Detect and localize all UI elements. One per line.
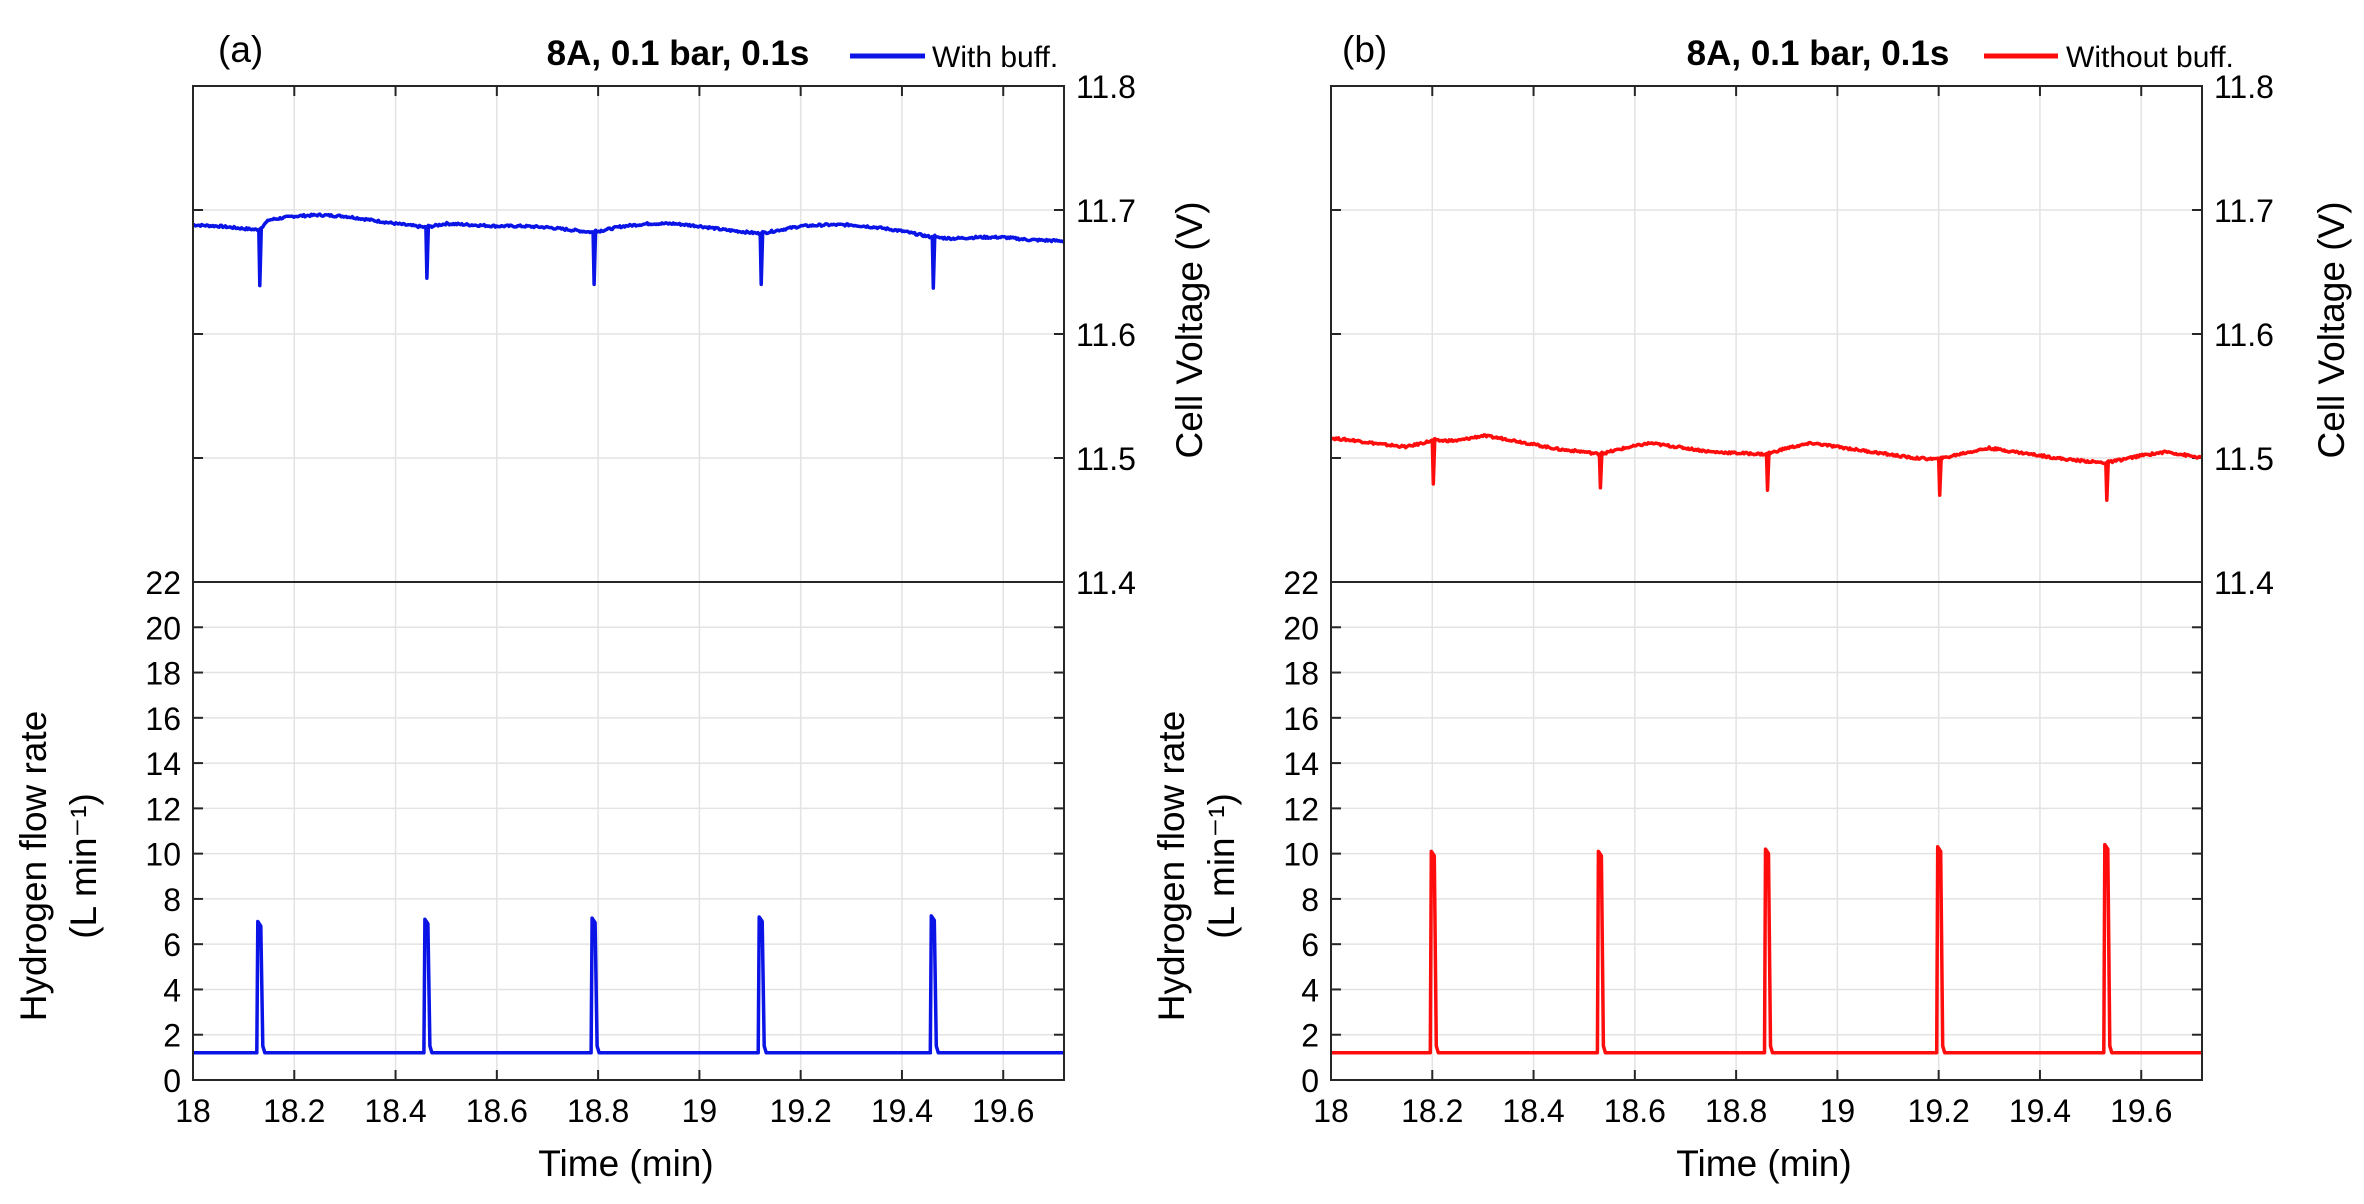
- panel-b-x-tick-label: 18.6: [1604, 1093, 1666, 1129]
- panel-b-voltage-tick-label: 11.7: [2214, 193, 2274, 229]
- panel-a-x-tick-label: 18.2: [263, 1093, 325, 1129]
- panel-a-x-tick-label: 19: [682, 1093, 718, 1129]
- panel-b-flow-tick-label: 2: [1301, 1018, 1319, 1054]
- panel-b-x-tick-label: 18.2: [1401, 1093, 1463, 1129]
- panel-a-x-axis-label: Time (min): [538, 1143, 713, 1184]
- panel-a-x-tick-label: 18.4: [364, 1093, 426, 1129]
- panel-a-flow-tick-label: 22: [145, 565, 181, 601]
- panel-a-flow-tick-label: 14: [145, 746, 181, 782]
- panel-b-flow-tick-label: 6: [1301, 927, 1319, 963]
- panel-b-flow-tick-label: 4: [1301, 972, 1319, 1008]
- panel-b-x-tick-label: 18: [1313, 1093, 1349, 1129]
- panel-a-x-tick-label: 19.4: [871, 1093, 933, 1129]
- panel-a-flow-tick-label: 4: [163, 972, 181, 1008]
- panel-b-x-tick-label: 19.6: [2110, 1093, 2172, 1129]
- panel-b-x-tick-label: 18.4: [1502, 1093, 1564, 1129]
- panel-b-title: 8A, 0.1 bar, 0.1s: [1687, 34, 1950, 73]
- panel-b-flow-tick-label: 20: [1283, 610, 1319, 646]
- panel-b-label: (b): [1342, 29, 1387, 70]
- panel-b-voltage-tick-label: 11.8: [2214, 69, 2274, 105]
- panel-b-flow-y-unit: (L min⁻¹): [1201, 793, 1242, 939]
- panel-a-flow-tick-label: 8: [163, 882, 181, 918]
- panel-b-voltage-y-label: Cell Voltage (V): [2311, 201, 2352, 458]
- panel-a-voltage-tick-label: 11.4: [1076, 565, 1136, 601]
- panel-b-flow-tick-label: 18: [1283, 656, 1319, 692]
- panel-a-label: (a): [218, 29, 263, 70]
- panel-a-title: 8A, 0.1 bar, 0.1s: [547, 34, 810, 73]
- panel-b-voltage-tick-label: 11.6: [2214, 317, 2274, 353]
- panel-a-plots: 18 18.2 18.4 18.6 18.8 19 19.2 19.4 19.6 11.4 11.5…: [145, 69, 1136, 1129]
- panel-b-x-axis-label: Time (min): [1676, 1143, 1851, 1184]
- panel-a: (a) 8A, 0.1 bar, 0.1s With buff. 18 18.2 1…: [13, 29, 1210, 1184]
- panel-a-flow-tick-label: 12: [145, 791, 181, 827]
- panel-b-flow-y-label: Hydrogen flow rate: [1151, 711, 1192, 1022]
- panel-b-x-tick-label: 19.4: [2009, 1093, 2071, 1129]
- panel-a-voltage-tick-label: 11.5: [1076, 441, 1136, 477]
- panel-b-flow-tick-label: 0: [1301, 1063, 1319, 1099]
- panel-b-flow-tick-label: 14: [1283, 746, 1319, 782]
- panel-a-voltage-tick-label: 11.8: [1076, 69, 1136, 105]
- panel-a-voltage-tick-label: 11.6: [1076, 317, 1136, 353]
- panel-a-flow-tick-label: 20: [145, 610, 181, 646]
- panel-b-voltage-tick-label: 11.4: [2214, 565, 2274, 601]
- panel-b-x-tick-label: 19.2: [1908, 1093, 1970, 1129]
- panel-a-x-tick-label: 18: [175, 1093, 211, 1129]
- panel-a-voltage-y-label: Cell Voltage (V): [1169, 201, 1210, 458]
- panel-b-flow-tick-label: 10: [1283, 837, 1319, 873]
- panel-b-flow-tick-label: 12: [1283, 791, 1319, 827]
- panel-b-legend-label: Without buff.: [2066, 41, 2234, 74]
- panel-a-flow-tick-label: 10: [145, 837, 181, 873]
- panel-b-flow-tick-label: 8: [1301, 882, 1319, 918]
- panel-b-flow-series-line: [1331, 842, 2202, 1055]
- panel-b-flow-tick-label: 16: [1283, 701, 1319, 737]
- panel-a-voltage-series-line: [192, 212, 1065, 290]
- panel-a-legend-label: With buff.: [932, 41, 1058, 74]
- panel-a-flow-tick-label: 6: [163, 927, 181, 963]
- panel-a-flow-axes-frame: [192, 581, 1065, 1081]
- panel-a-flow-series-line: [193, 914, 1064, 1055]
- panel-a-flow-tick-label: 2: [163, 1018, 181, 1054]
- panel-a-flow-tick-label: 0: [163, 1063, 181, 1099]
- panel-a-flow-y-unit: (L min⁻¹): [63, 793, 104, 939]
- panel-a-x-tick-label: 19.6: [972, 1093, 1034, 1129]
- panel-b-voltage-tick-label: 11.5: [2214, 441, 2274, 477]
- panel-b-plots: 18 18.2 18.4 18.6 18.8 19 19.2 19.4 19.6 11.4 11.5…: [1283, 69, 2274, 1129]
- panel-b: (b) 8A, 0.1 bar, 0.1s Without buff. 18 18…: [1151, 29, 2352, 1184]
- panel-a-x-tick-label: 18.8: [567, 1093, 629, 1129]
- panel-a-x-tick-label: 18.6: [466, 1093, 528, 1129]
- panel-a-flow-tick-label: 18: [145, 656, 181, 692]
- panel-a-flow-y-label: Hydrogen flow rate: [13, 711, 54, 1022]
- panel-a-flow-tick-label: 16: [145, 701, 181, 737]
- panel-b-x-tick-label: 19: [1820, 1093, 1856, 1129]
- panel-a-voltage-tick-label: 11.7: [1076, 193, 1136, 229]
- panel-b-flow-axes-frame: [1330, 581, 2203, 1081]
- panel-b-voltage-series-line: [1329, 433, 2203, 502]
- panel-b-x-tick-label: 18.8: [1705, 1093, 1767, 1129]
- panel-b-flow-tick-label: 22: [1283, 565, 1319, 601]
- panel-a-x-tick-label: 19.2: [770, 1093, 832, 1129]
